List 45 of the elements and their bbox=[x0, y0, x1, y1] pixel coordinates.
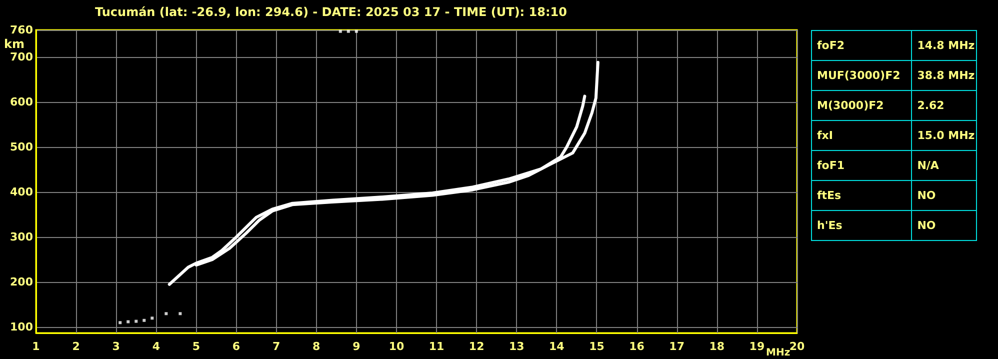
x-tick-label: 4 bbox=[152, 340, 160, 353]
text: M(3000)F2 bbox=[812, 90, 912, 120]
x-tick-label: 7 bbox=[272, 340, 280, 353]
x-axis-title: MHz bbox=[766, 348, 790, 358]
x-tick-label: 8 bbox=[312, 340, 320, 353]
text: NO bbox=[912, 210, 976, 240]
text: foF1 bbox=[812, 150, 912, 180]
text: 15.0 MHz bbox=[912, 120, 976, 150]
x-tick-label: 11 bbox=[428, 340, 444, 353]
text: fxI bbox=[812, 120, 912, 150]
x-tick-label: 18 bbox=[709, 340, 725, 353]
x-tick-label: 19 bbox=[749, 340, 765, 353]
y-tick-label: 700 bbox=[10, 50, 34, 64]
x-tick-label: 16 bbox=[629, 340, 645, 353]
text: ftEs bbox=[812, 180, 912, 210]
x-tick-label: 6 bbox=[232, 340, 240, 353]
y-tick-label: 300 bbox=[10, 230, 34, 244]
chart-title: Tucumán (lat: -26.9, lon: 294.6) - DATE: 2025 03 17 - TIME (UT): 18:10 bbox=[95, 5, 567, 19]
y-tick-label: 500 bbox=[10, 140, 34, 154]
text: NO bbox=[912, 180, 976, 210]
text: MUF(3000)F2 bbox=[812, 60, 912, 90]
text: 14.8 MHz bbox=[912, 30, 976, 60]
x-tick-label: 5 bbox=[192, 340, 200, 353]
x-tick-label: 10 bbox=[388, 340, 404, 353]
x-tick-label: 17 bbox=[669, 340, 684, 353]
x-tick-label: 12 bbox=[468, 340, 484, 353]
y-tick-label: 600 bbox=[10, 96, 34, 109]
x-tick-label: 3 bbox=[112, 340, 120, 353]
x-tick-label: 20 bbox=[789, 340, 805, 353]
x-tick-label: 14 bbox=[549, 340, 565, 353]
y-tick-label: 760 bbox=[10, 24, 34, 36]
x-tick-label: 15 bbox=[589, 340, 604, 353]
text: 38.8 MHz bbox=[912, 60, 976, 90]
x-tick-label: 2 bbox=[72, 340, 80, 353]
text: h'Es bbox=[812, 210, 912, 240]
text: N/A bbox=[912, 150, 976, 180]
y-tick-label: 200 bbox=[10, 276, 34, 289]
y-axis-title: km bbox=[4, 37, 24, 51]
text: 2.62 bbox=[912, 90, 976, 120]
y-tick-label: 400 bbox=[10, 186, 34, 199]
x-tick-label: 1 bbox=[32, 340, 40, 353]
text: foF2 bbox=[812, 30, 912, 60]
x-tick-label: 13 bbox=[508, 340, 524, 353]
y-tick-label: 100 bbox=[10, 320, 34, 334]
x-tick-label: 9 bbox=[352, 340, 360, 353]
